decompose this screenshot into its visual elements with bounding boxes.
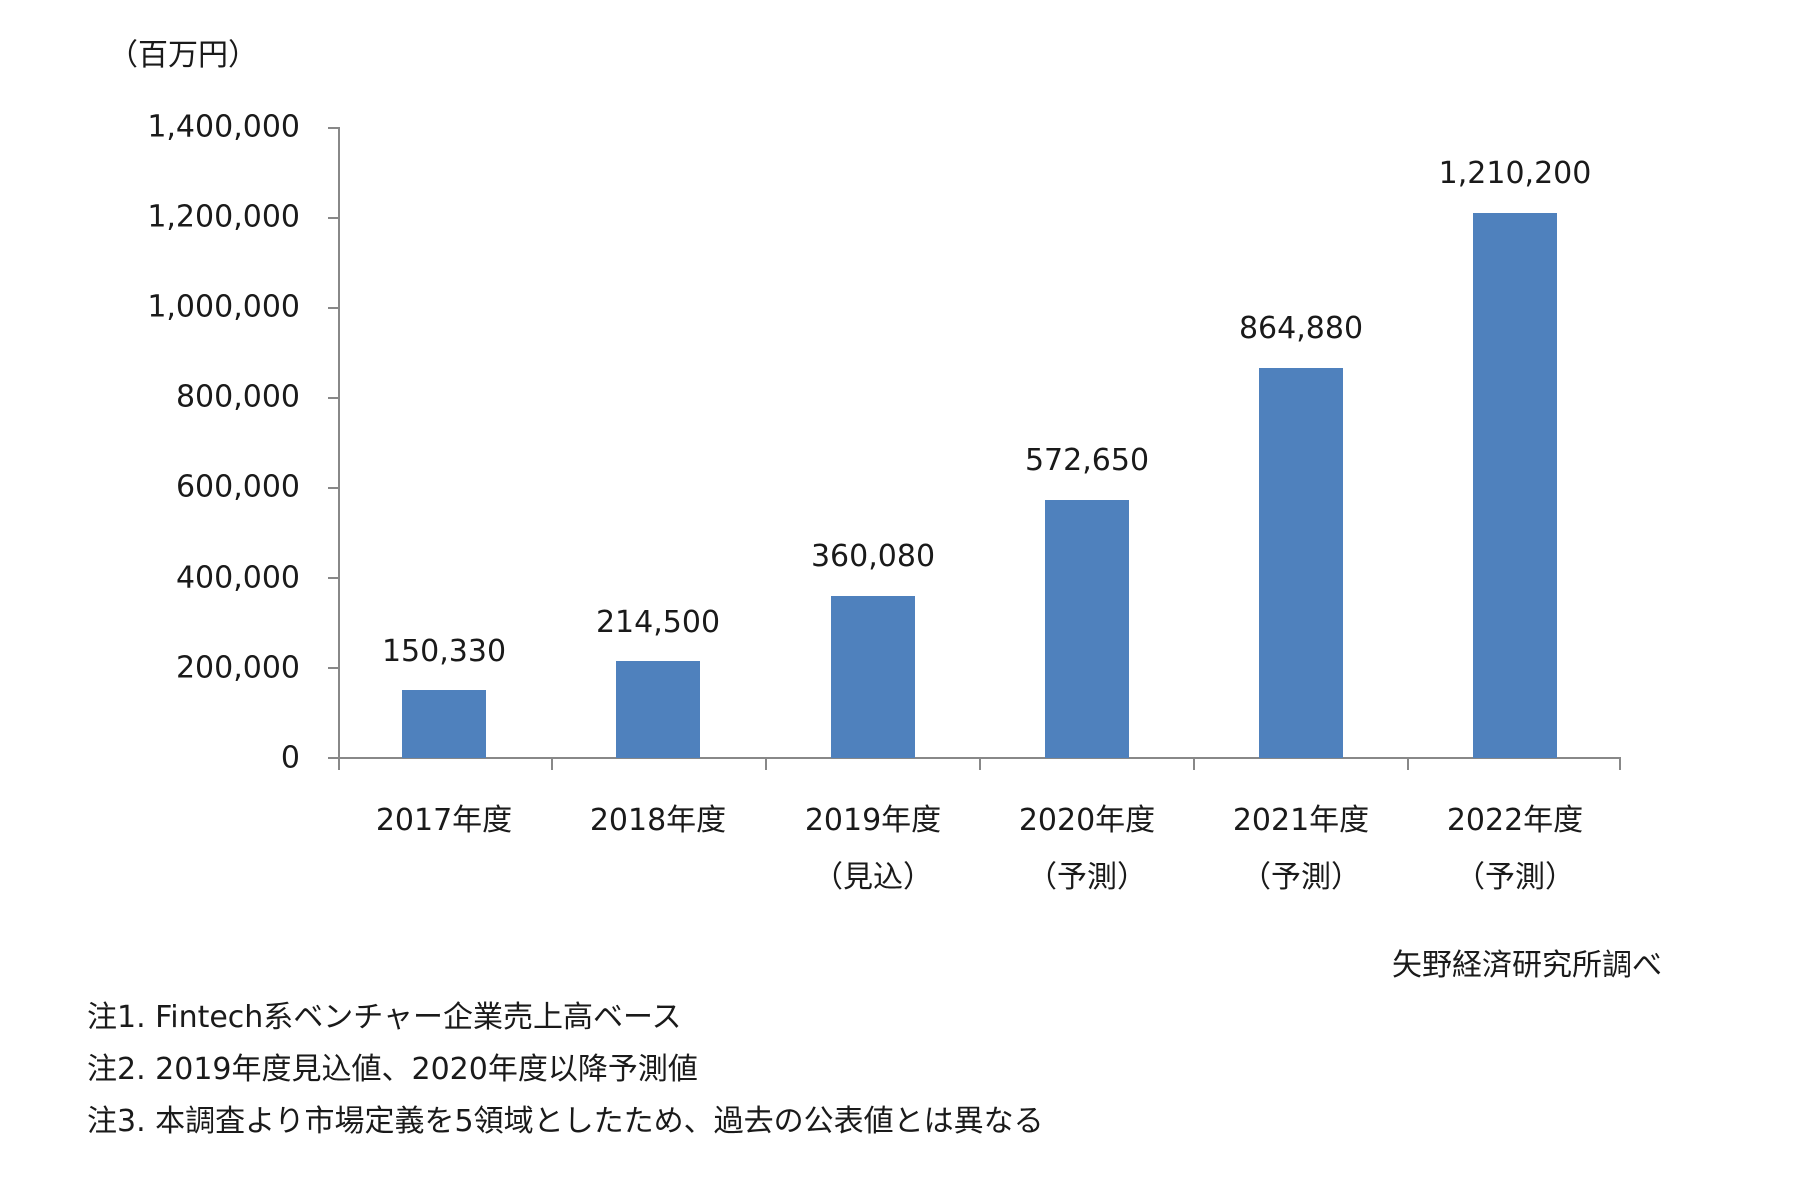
x-category-label: 2020年度 （予測） xyxy=(980,792,1194,906)
x-tick xyxy=(979,758,981,770)
plot-area: 150,330 214,500 360,080 572,650 864,880 … xyxy=(328,127,1621,770)
category-year: 2017年度 xyxy=(375,803,513,838)
x-category-label: 2022年度 （予測） xyxy=(1408,792,1622,906)
bar-value-label: 214,500 xyxy=(595,605,721,640)
bar-2020 xyxy=(1045,500,1129,758)
category-sub: （予測） xyxy=(1455,860,1575,895)
bar-2021 xyxy=(1259,368,1343,758)
x-tick xyxy=(1193,758,1195,770)
bar-2017 xyxy=(402,690,486,758)
source-credit: 矢野経済研究所調べ xyxy=(1392,948,1662,983)
category-sub: （見込） xyxy=(813,860,933,895)
category-year: 2022年度 xyxy=(1446,803,1584,838)
bar-value-label: 572,650 xyxy=(1024,443,1150,478)
unit-label: （百万円） xyxy=(108,38,258,73)
x-category-label: 2017年度 xyxy=(337,792,551,849)
bar-2022 xyxy=(1473,213,1557,758)
bar-value-label: 864,880 xyxy=(1238,311,1364,346)
footnotes: 注1. Fintech系ベンチャー企業売上高ベース 注2. 2019年度見込値、… xyxy=(87,992,1044,1148)
y-tick xyxy=(328,307,338,309)
y-tick-label: 1,000,000 xyxy=(147,289,300,325)
bar-2018 xyxy=(616,661,700,758)
category-year: 2019年度 xyxy=(804,803,942,838)
y-tick xyxy=(328,397,338,399)
x-category-label: 2018年度 xyxy=(551,792,765,849)
footnote-2: 注2. 2019年度見込値、2020年度以降予測値 xyxy=(87,1052,698,1087)
y-tick-label: 1,200,000 xyxy=(147,199,300,235)
bar-value-label: 360,080 xyxy=(810,539,936,574)
y-tick-label: 800,000 xyxy=(175,379,300,415)
y-tick xyxy=(328,487,338,489)
y-tick-label: 1,400,000 xyxy=(147,109,300,145)
x-tick xyxy=(1619,758,1621,770)
footnote-1: 注1. Fintech系ベンチャー企業売上高ベース xyxy=(87,1000,682,1035)
y-tick xyxy=(328,667,338,669)
y-tick xyxy=(328,577,338,579)
category-sub: （予測） xyxy=(1027,860,1147,895)
bar-value-label: 150,330 xyxy=(381,634,507,669)
y-tick xyxy=(328,127,338,129)
category-year: 2020年度 xyxy=(1018,803,1156,838)
y-tick-label: 600,000 xyxy=(175,469,300,505)
y-tick-label: 0 xyxy=(280,740,300,776)
y-tick xyxy=(328,757,338,759)
y-axis-labels: 0 200,000 400,000 600,000 800,000 1,000,… xyxy=(40,0,300,1200)
x-category-label: 2021年度 （予測） xyxy=(1194,792,1408,906)
category-sub: （予測） xyxy=(1241,860,1361,895)
category-year: 2018年度 xyxy=(589,803,727,838)
x-tick xyxy=(1407,758,1409,770)
y-tick-label: 400,000 xyxy=(175,560,300,596)
y-axis-line xyxy=(338,127,340,758)
y-tick-label: 200,000 xyxy=(175,650,300,686)
x-tick xyxy=(765,758,767,770)
bar-value-label: 1,210,200 xyxy=(1438,156,1592,191)
bar-2019 xyxy=(831,596,915,758)
x-category-label: 2019年度 （見込） xyxy=(766,792,980,906)
x-tick xyxy=(551,758,553,770)
y-tick xyxy=(328,217,338,219)
x-tick xyxy=(338,758,340,770)
footnote-3: 注3. 本調査より市場定義を5領域としたため、過去の公表値とは異なる xyxy=(87,1104,1044,1139)
category-year: 2021年度 xyxy=(1232,803,1370,838)
